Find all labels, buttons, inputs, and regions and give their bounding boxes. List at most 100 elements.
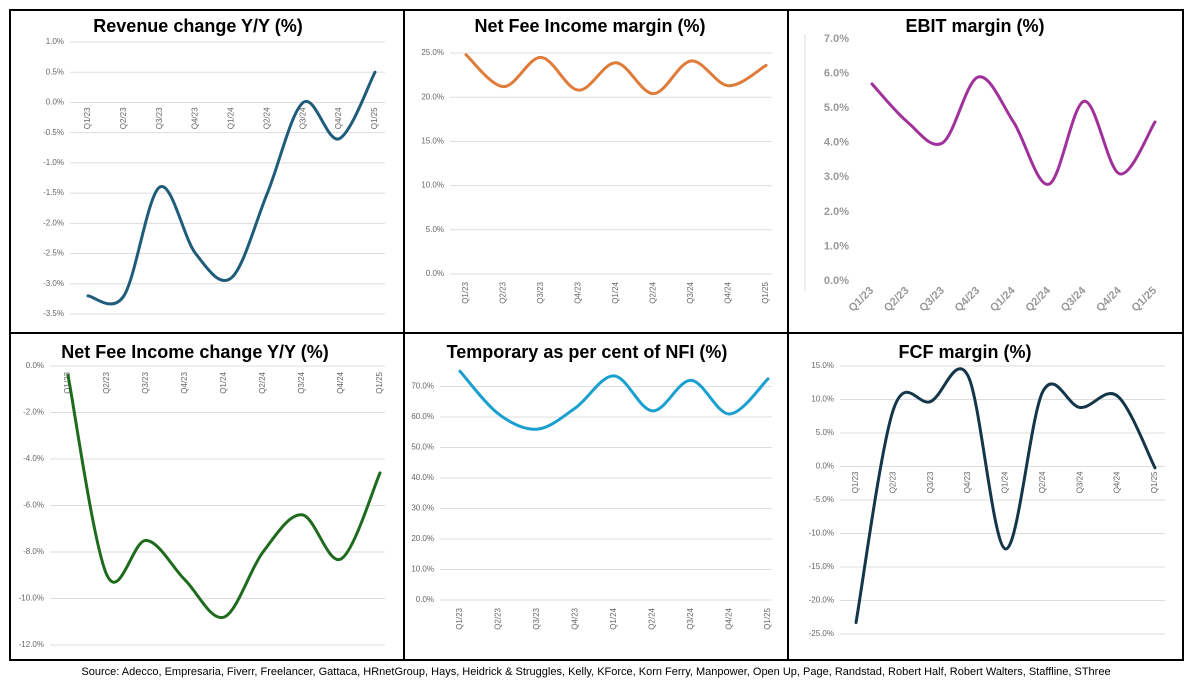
chart-title: Temporary as per cent of NFI (%) xyxy=(447,342,728,362)
y-tick-label: 7.0% xyxy=(824,33,849,45)
x-tick-label: Q1/23 xyxy=(83,107,92,129)
x-tick-label: Q2/23 xyxy=(888,471,897,493)
x-tick-label: Q1/25 xyxy=(763,607,772,629)
x-tick-label: Q3/24 xyxy=(686,607,695,629)
x-tick-label: Q3/24 xyxy=(1075,471,1084,493)
y-tick-label: 2.0% xyxy=(824,206,849,218)
x-tick-label: Q4/23 xyxy=(180,371,189,393)
y-tick-label: -6.0% xyxy=(23,501,44,510)
panel-borders xyxy=(9,9,1184,661)
x-tick-label: Q3/23 xyxy=(532,607,541,629)
y-tick-label: 4.0% xyxy=(824,137,849,149)
x-tick-label: Q4/23 xyxy=(953,285,983,315)
y-tick-label: -10.0% xyxy=(809,529,834,538)
y-tick-label: 70.0% xyxy=(411,382,434,391)
data-line xyxy=(854,367,1157,625)
x-tick-label: Q4/24 xyxy=(724,281,733,303)
y-tick-label: 10.0% xyxy=(811,395,834,404)
x-tick-label: Q3/24 xyxy=(298,107,307,129)
y-tick-label: -15.0% xyxy=(809,562,834,571)
x-tick-label: Q4/23 xyxy=(574,281,583,303)
x-tick-label: Q1/24 xyxy=(611,281,620,303)
x-tick-label: Q3/23 xyxy=(155,107,164,129)
x-tick-label: Q1/24 xyxy=(609,607,618,629)
y-tick-label: -20.0% xyxy=(809,596,834,605)
y-tick-label: 0.0% xyxy=(426,269,444,278)
x-tick-label: Q2/24 xyxy=(1038,471,1047,493)
y-tick-label: 0.0% xyxy=(416,595,434,604)
x-tick-label: Q1/25 xyxy=(1150,471,1159,493)
x-tick-label: Q1/25 xyxy=(1130,285,1160,315)
y-tick-label: -0.5% xyxy=(43,128,64,137)
y-tick-label: 40.0% xyxy=(411,473,434,482)
y-tick-label: -1.5% xyxy=(43,188,64,197)
y-tick-label: 10.0% xyxy=(421,181,444,190)
y-tick-label: 20.0% xyxy=(421,92,444,101)
y-tick-label: 15.0% xyxy=(421,137,444,146)
x-tick-label: Q4/23 xyxy=(191,107,200,129)
x-tick-label: Q1/24 xyxy=(227,107,236,129)
y-tick-label: -3.5% xyxy=(43,309,64,318)
x-tick-label: Q1/24 xyxy=(219,371,228,393)
x-tick-label: Q3/23 xyxy=(141,371,150,393)
x-tick-label: Q3/24 xyxy=(686,281,695,303)
data-line xyxy=(464,53,768,96)
y-tick-label: 0.0% xyxy=(824,275,849,287)
y-tick-label: 5.0% xyxy=(816,428,834,437)
x-tick-label: Q1/25 xyxy=(375,371,384,393)
y-tick-label: -12.0% xyxy=(19,640,44,649)
source-note: Source: Adecco, Empresaria, Fiverr, Free… xyxy=(81,666,1110,678)
x-tick-label: Q2/23 xyxy=(494,607,503,629)
x-tick-label: Q2/24 xyxy=(262,107,271,129)
y-tick-label: 0.0% xyxy=(26,361,44,370)
x-tick-label: Q4/24 xyxy=(1113,471,1122,493)
chart-title: FCF margin (%) xyxy=(899,342,1032,362)
x-tick-label: Q2/24 xyxy=(648,607,657,629)
x-tick-label: Q2/24 xyxy=(1023,284,1053,314)
y-tick-label: 6.0% xyxy=(824,67,849,79)
x-tick-label: Q4/24 xyxy=(725,607,734,629)
x-tick-label: Q4/24 xyxy=(334,107,343,129)
x-tick-label: Q3/23 xyxy=(926,471,935,493)
chart-title: Revenue change Y/Y (%) xyxy=(93,16,302,36)
y-tick-label: -25.0% xyxy=(809,629,834,638)
y-tick-label: 3.0% xyxy=(824,171,849,183)
x-tick-label: Q3/24 xyxy=(297,371,306,393)
y-tick-label: -3.0% xyxy=(43,279,64,288)
chart-title: EBIT margin (%) xyxy=(905,16,1044,36)
x-tick-label: Q3/23 xyxy=(536,281,545,303)
x-tick-label: Q1/23 xyxy=(846,285,876,315)
y-tick-label: -8.0% xyxy=(23,547,44,556)
y-tick-label: 25.0% xyxy=(421,48,444,57)
x-tick-label: Q3/24 xyxy=(1059,284,1089,314)
y-tick-label: -2.0% xyxy=(43,218,64,227)
x-tick-label: Q2/23 xyxy=(102,371,111,393)
y-tick-label: 0.5% xyxy=(46,67,64,76)
y-tick-label: 0.0% xyxy=(46,98,64,107)
x-tick-label: Q3/23 xyxy=(917,285,947,315)
x-tick-label: Q2/23 xyxy=(882,285,912,315)
x-tick-label: Q2/23 xyxy=(119,107,128,129)
y-tick-label: 30.0% xyxy=(411,504,434,513)
chart-title: Net Fee Income change Y/Y (%) xyxy=(61,342,328,362)
y-tick-label: 0.0% xyxy=(816,462,834,471)
chart-title: Net Fee Income margin (%) xyxy=(474,16,705,36)
y-tick-label: -2.5% xyxy=(43,249,64,258)
x-tick-label: Q4/23 xyxy=(571,607,580,629)
x-tick-label: Q2/24 xyxy=(649,281,658,303)
data-line xyxy=(66,373,382,619)
x-tick-label: Q4/24 xyxy=(336,371,345,393)
y-tick-label: -5.0% xyxy=(813,495,834,504)
frame xyxy=(9,9,1184,661)
x-tick-label: Q1/24 xyxy=(1001,471,1010,493)
y-tick-label: 10.0% xyxy=(411,565,434,574)
x-tick-label: Q1/23 xyxy=(851,471,860,493)
data-line xyxy=(86,70,377,306)
x-tick-label: Q1/25 xyxy=(370,107,379,129)
y-tick-label: -4.0% xyxy=(23,454,44,463)
y-tick-label: -1.0% xyxy=(43,158,64,167)
data-line xyxy=(870,75,1157,186)
x-tick-label: Q2/23 xyxy=(499,281,508,303)
x-tick-label: Q4/24 xyxy=(1094,284,1124,314)
